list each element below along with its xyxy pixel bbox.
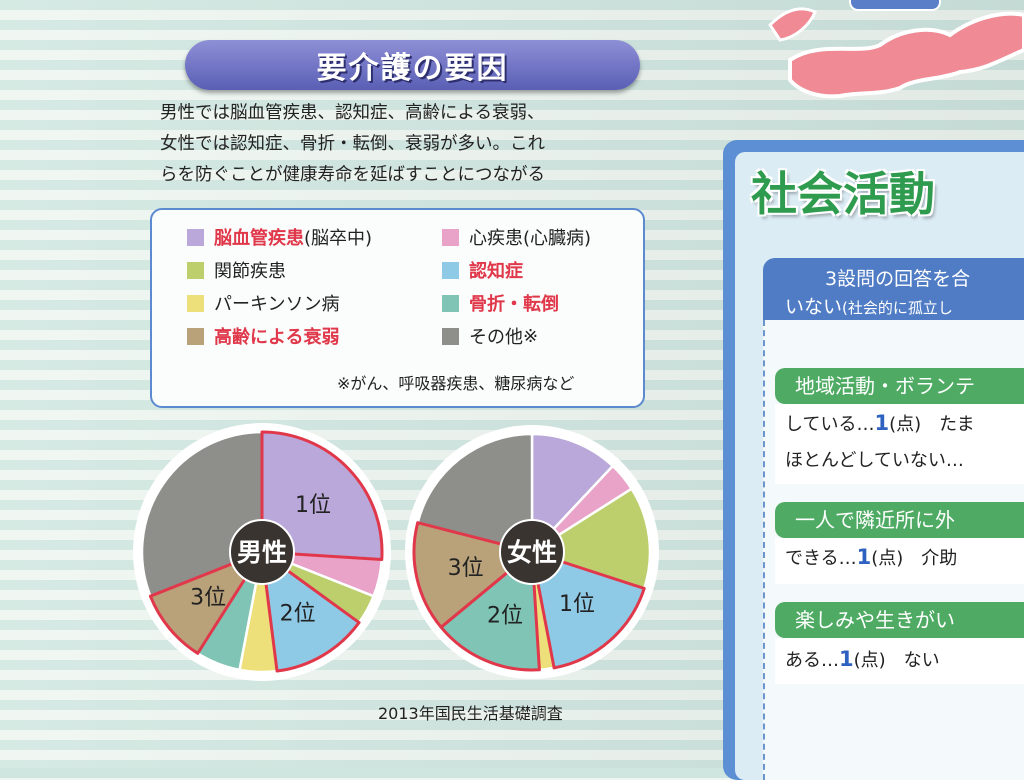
pie-slice-highlight <box>530 550 646 670</box>
pie-center-label: 男性 <box>237 538 287 567</box>
legend-item: 脳血管疾患 (脳卒中) <box>187 224 372 250</box>
legend-label: 骨折・転倒 <box>469 294 559 315</box>
section-box <box>775 404 1024 484</box>
answer-row: ある…1(点) ない <box>785 646 940 672</box>
pie-rank-label: 1位 <box>295 493 331 518</box>
legend-item: 高齢による衰弱 <box>187 323 339 349</box>
legend-swatch <box>187 294 204 312</box>
answer-point: 1 <box>839 647 854 671</box>
legend-label: その他 <box>469 327 523 348</box>
pie-center-label: 女性 <box>507 538 557 567</box>
legend-swatch <box>442 228 459 246</box>
question-line-main: いない <box>785 296 843 318</box>
question-line-note: (社会的に孤立し <box>842 299 953 317</box>
answer-unit: (点) ない <box>853 650 940 671</box>
answer-text: している… <box>785 414 875 435</box>
legend-note: ※がん、呼吸器疾患、糖尿病など <box>337 374 575 393</box>
section-box <box>775 638 1024 684</box>
pie-slice-highlight <box>260 550 361 673</box>
intro-line: 女性では認知症、骨折・転倒、衰弱が多い。これ <box>160 134 545 154</box>
intro-line: らを防ぐことが健康寿命を延ばすことにつながる <box>160 165 545 185</box>
legend-label: パーキンソン病 <box>214 294 340 315</box>
answer-row: している…1(点) たま <box>785 410 975 436</box>
section-box <box>775 538 1024 584</box>
pie-slice-highlight <box>148 550 264 655</box>
legend-item: パーキンソン病 <box>187 290 339 316</box>
intro-text: 男性では脳血管疾患、認知症、高齢による衰弱、 女性では認知症、骨折・転倒、衰弱が… <box>160 98 650 191</box>
pie-rank-label: 3位 <box>448 556 484 581</box>
answer-point: 1 <box>856 545 872 569</box>
pie-slice <box>529 487 652 591</box>
legend-swatch <box>442 294 459 312</box>
pie-rank-label: 2位 <box>487 603 523 628</box>
intro-line: 男性では脳血管疾患、認知症、高齢による衰弱、 <box>160 103 545 123</box>
legend-swatch <box>187 228 204 246</box>
pie-slice-highlight <box>412 521 534 629</box>
legend-label-suffix: (脳卒中) <box>304 228 373 249</box>
pie-center <box>499 519 565 585</box>
answer-text: ほとんどしていない… <box>785 450 964 471</box>
legend-label: 高齢による衰弱 <box>214 327 340 348</box>
section-heading: 一人で隣近所に外 <box>775 502 1024 538</box>
answer-row: できる…1(点) 介助 <box>785 544 957 570</box>
answer-row: ほとんどしていない… <box>785 446 964 472</box>
pie-slice <box>530 432 615 556</box>
pie-slice-highlight <box>260 430 384 562</box>
panel-title: 社会活動 <box>751 167 935 221</box>
source-note: 2013年国民生活基礎調査 <box>378 704 563 723</box>
answer-point: 1 <box>874 411 890 435</box>
question-header: 3設問の回答を合 いない(社会的に孤立し <box>763 258 1024 320</box>
legend-swatch <box>187 327 204 345</box>
legend-label: 認知症 <box>469 261 523 282</box>
question-line: 3設問の回答を合 <box>825 268 971 290</box>
legend-item: 骨折・転倒 <box>442 290 559 316</box>
pie-slice-highlight <box>439 550 541 672</box>
legend-swatch <box>187 261 204 279</box>
legend-item: 心疾患 (心臓病) <box>442 224 591 250</box>
legend-label: 心疾患 <box>469 228 523 249</box>
legend-label: 脳血管疾患 <box>214 228 304 249</box>
pie-slice <box>416 432 534 554</box>
section-title: 要介護の要因 <box>316 51 509 86</box>
legend-item: その他 ※ <box>442 323 538 349</box>
legend-label-suffix: (心臓病) <box>523 228 592 249</box>
pie-rank-label: 3位 <box>190 586 226 611</box>
legend-item: 認知症 <box>442 257 523 283</box>
answer-text: ある… <box>785 650 839 671</box>
legend: 脳血管疾患 (脳卒中) 心疾患 (心臓病) 関節疾患 認知症 パーキンソン病 骨折・… <box>150 208 645 408</box>
section-title-banner: 要介護の要因 <box>185 40 640 90</box>
pie-rank-label: 2位 <box>280 601 316 626</box>
section-heading: 楽しみや生きがい <box>775 602 1024 638</box>
answer-unit: (点) 介助 <box>871 548 958 569</box>
legend-swatch <box>442 261 459 279</box>
social-activity-panel: 社会活動 3設問の回答を合 いない(社会的に孤立し 地域活動・ボランテ している… <box>723 140 1024 780</box>
legend-item: 関節疾患 <box>187 257 286 283</box>
legend-label-suffix: ※ <box>523 325 539 347</box>
pie-center <box>229 519 295 585</box>
question-line: いない(社会的に孤立し <box>785 292 953 319</box>
legend-label: 関節疾患 <box>214 261 286 282</box>
answer-unit: (点) たま <box>889 414 975 435</box>
pie-rank-label: 1位 <box>559 592 595 617</box>
legend-swatch <box>442 327 459 345</box>
section-heading: 地域活動・ボランテ <box>775 368 1024 404</box>
answer-text: できる… <box>785 548 857 569</box>
